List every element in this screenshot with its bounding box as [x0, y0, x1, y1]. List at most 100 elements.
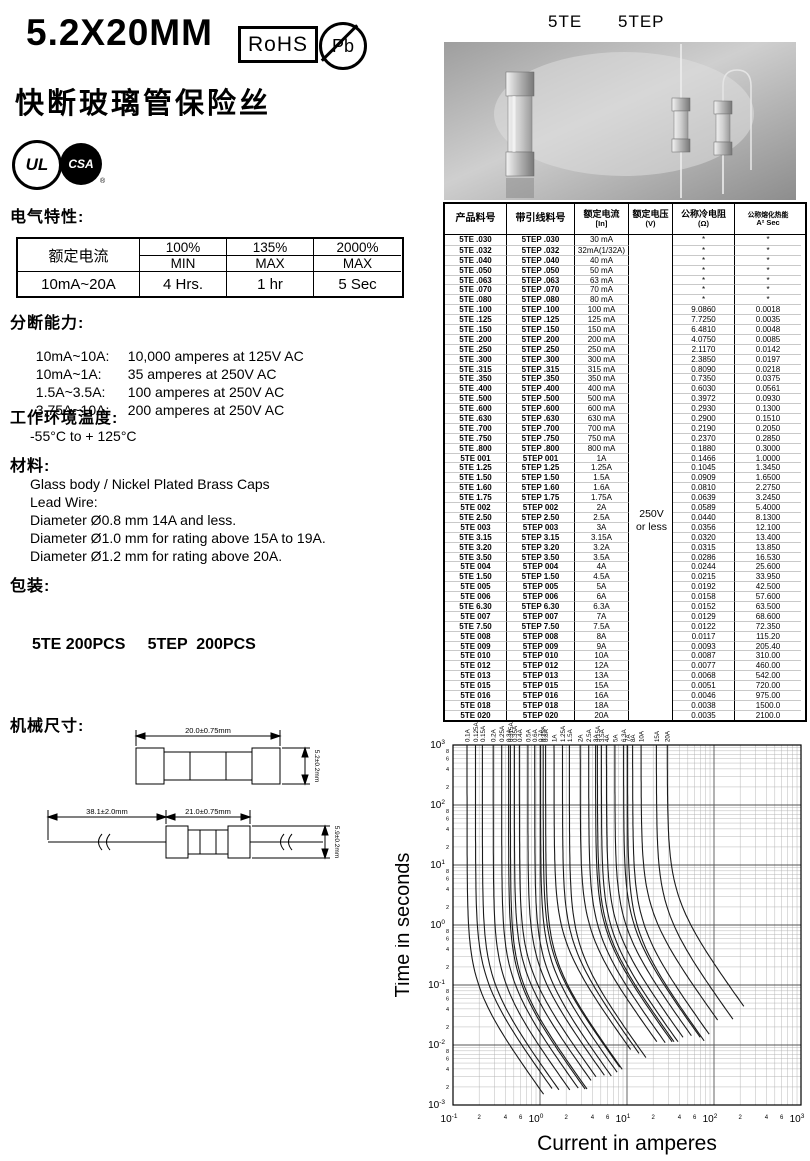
melting-i2t: 0.2050: [735, 422, 801, 433]
cold-resistance: 0.3972: [673, 393, 735, 404]
svg-text:6: 6: [446, 876, 449, 882]
spec-row: 5TE 1.60 5TEP 1.60 1.6A 0.0810 2.2750: [445, 482, 805, 493]
pct-135: 135%: [226, 239, 313, 255]
spec-row: 5TE 016 5TEP 016 16A 0.0046 975.00: [445, 689, 805, 700]
part-no: 5TE 1.75: [445, 492, 507, 503]
rated-voltage: [629, 521, 673, 532]
lead-part-no: 5TEP .100: [507, 304, 575, 315]
spec-row: 5TE 008 5TEP 008 8A 0.0117 115.20: [445, 630, 805, 641]
melting-i2t: 460.00: [735, 660, 801, 670]
cold-resistance: 0.2930: [673, 403, 735, 414]
svg-text:4: 4: [446, 1067, 449, 1073]
breaking-item: 10mA~10A: 10,000 amperes at 125V AC: [28, 332, 304, 364]
part-no: 5TE .080: [445, 294, 507, 305]
svg-text:4: 4: [446, 947, 449, 953]
rated-current: 400 mA: [575, 383, 629, 394]
fuse-curve-8A: [632, 745, 710, 1035]
materials-line: Diameter Ø1.2 mm for rating above 20A.: [30, 548, 283, 564]
fuse-curve-3.15A: [596, 745, 675, 1043]
spec-row: 5TE 004 5TEP 004 4A 0.0244 25.600: [445, 561, 805, 572]
svg-text:2: 2: [446, 785, 449, 791]
melting-i2t: 3.2450: [735, 492, 801, 502]
fuse-curve-20A: [666, 745, 745, 1007]
lead-part-no: 5TEP .250: [507, 343, 575, 354]
breaking-value: 100 amperes at 250V AC: [127, 384, 285, 400]
part-no: 5TE .800: [445, 442, 507, 453]
lead-part-no: 5TEP 010: [507, 650, 575, 661]
fuse-curve-0.315A: [509, 745, 588, 1090]
svg-text:8: 8: [446, 929, 449, 935]
series-name-5te: 5TE: [548, 12, 583, 31]
spec-row: 5TE .315 5TEP .315 315 mA 0.8090 0.0218: [445, 363, 805, 374]
cold-resistance: 0.0286: [673, 551, 735, 562]
lead-part-no: 5TEP 005: [507, 581, 575, 592]
cold-resistance: 0.1045: [673, 462, 735, 473]
lead-part-no: 5TEP 015: [507, 680, 575, 690]
rated-voltage: [629, 581, 673, 592]
spec-row: 5TE 6.30 5TEP 6.30 6.3A 0.0152 63.500: [445, 600, 805, 611]
svg-text:102: 102: [703, 1113, 718, 1125]
rated-current-header: 额定电流: [48, 247, 109, 265]
fuse-curve-7A: [627, 745, 705, 1042]
part-no: 5TE .300: [445, 353, 507, 364]
csa-label: CSA: [68, 157, 94, 171]
curve-label-0.2A: 0.2A: [491, 728, 498, 742]
curve-label-0.1A: 0.1A: [465, 728, 472, 742]
electrical-heading: 电气特性:: [10, 209, 85, 226]
rated-voltage: [629, 383, 673, 394]
ul-logo-icon: UL: [12, 140, 62, 190]
spec-table: 产品料号 带引线料号 额定电流 [In] 额定电压 (V) 公称冷电阻 (Ω) 公称熔…: [443, 202, 807, 722]
packing-value: 5TE 200PCS 5TEP 200PCS: [32, 636, 256, 653]
melting-i2t: 5.4000: [735, 502, 801, 512]
svg-text:8: 8: [446, 989, 449, 995]
lead-part-no: 5TEP .050: [507, 264, 575, 275]
curve-label-7A: 7A: [625, 734, 632, 742]
melting-i2t: 72.350: [735, 620, 801, 631]
cold-resistance: 0.0440: [673, 511, 735, 522]
cold-resistance: 0.0810: [673, 482, 735, 493]
rated-current: 500 mA: [575, 393, 629, 404]
breaking-range: 10mA~10A:: [35, 348, 110, 364]
cold-resistance: 7.7250: [673, 314, 735, 325]
breaking-value: 35 amperes at 250V AC: [127, 366, 277, 382]
fuse-curve-2A: [579, 745, 658, 1043]
spec-row: 5TE 1.25 5TEP 1.25 1.25A 0.1045 1.3450: [445, 462, 805, 473]
melting-i2t: 0.0048: [735, 324, 801, 334]
rohs-label: RoHS: [247, 32, 309, 56]
curve-label-15A: 15A: [654, 730, 661, 742]
spec-row: 5TE 012 5TEP 012 12A 0.0077 460.00: [445, 660, 805, 671]
spec-row: 5TE .125 5TEP .125 125 mA 7.7250 0.0035: [445, 314, 805, 325]
lead-part-no: 5TEP 1.50: [507, 571, 575, 582]
rated-current: 3.2A: [575, 541, 629, 552]
limit-min: MIN: [139, 255, 226, 271]
rated-current: 150 mA: [575, 324, 629, 334]
melting-i2t: *: [735, 264, 801, 275]
rated-current: 800 mA: [575, 442, 629, 453]
cold-resistance: 6.4810: [673, 324, 735, 334]
lead-part-no: 5TEP .315: [507, 363, 575, 374]
cold-resistance: 0.1880: [673, 442, 735, 453]
rated-current: 63 mA: [575, 274, 629, 285]
part-no: 5TE .030: [445, 235, 507, 245]
part-no: 5TE 015: [445, 680, 507, 690]
lead-part-no: 5TEP 016: [507, 689, 575, 700]
curve-label-0.3A: 0.3A: [506, 728, 513, 742]
lead-part-no: 5TEP .150: [507, 324, 575, 334]
fuse-curve-1.25A: [561, 745, 640, 1054]
rated-current: 70 mA: [575, 284, 629, 295]
part-no: 5TE .200: [445, 333, 507, 344]
melting-i2t: 0.1510: [735, 413, 801, 423]
melting-i2t: 13.400: [735, 531, 801, 542]
part-no: 5TE .350: [445, 373, 507, 384]
lead-part-no: 5TEP 3.20: [507, 541, 575, 552]
melting-i2t: 0.0142: [735, 343, 801, 354]
part-no: 5TE 006: [445, 591, 507, 601]
svg-text:101: 101: [430, 859, 445, 871]
rated-current: 125 mA: [575, 314, 629, 325]
part-no: 5TE 005: [445, 581, 507, 592]
rated-voltage: [629, 600, 673, 611]
part-no: 5TE 007: [445, 610, 507, 621]
spec-row: 5TE 3.15 5TEP 3.15 3.15A 0.0320 13.400: [445, 531, 805, 542]
part-no: 5TE 004: [445, 561, 507, 572]
fuse-curve-2.5A: [588, 745, 666, 1044]
